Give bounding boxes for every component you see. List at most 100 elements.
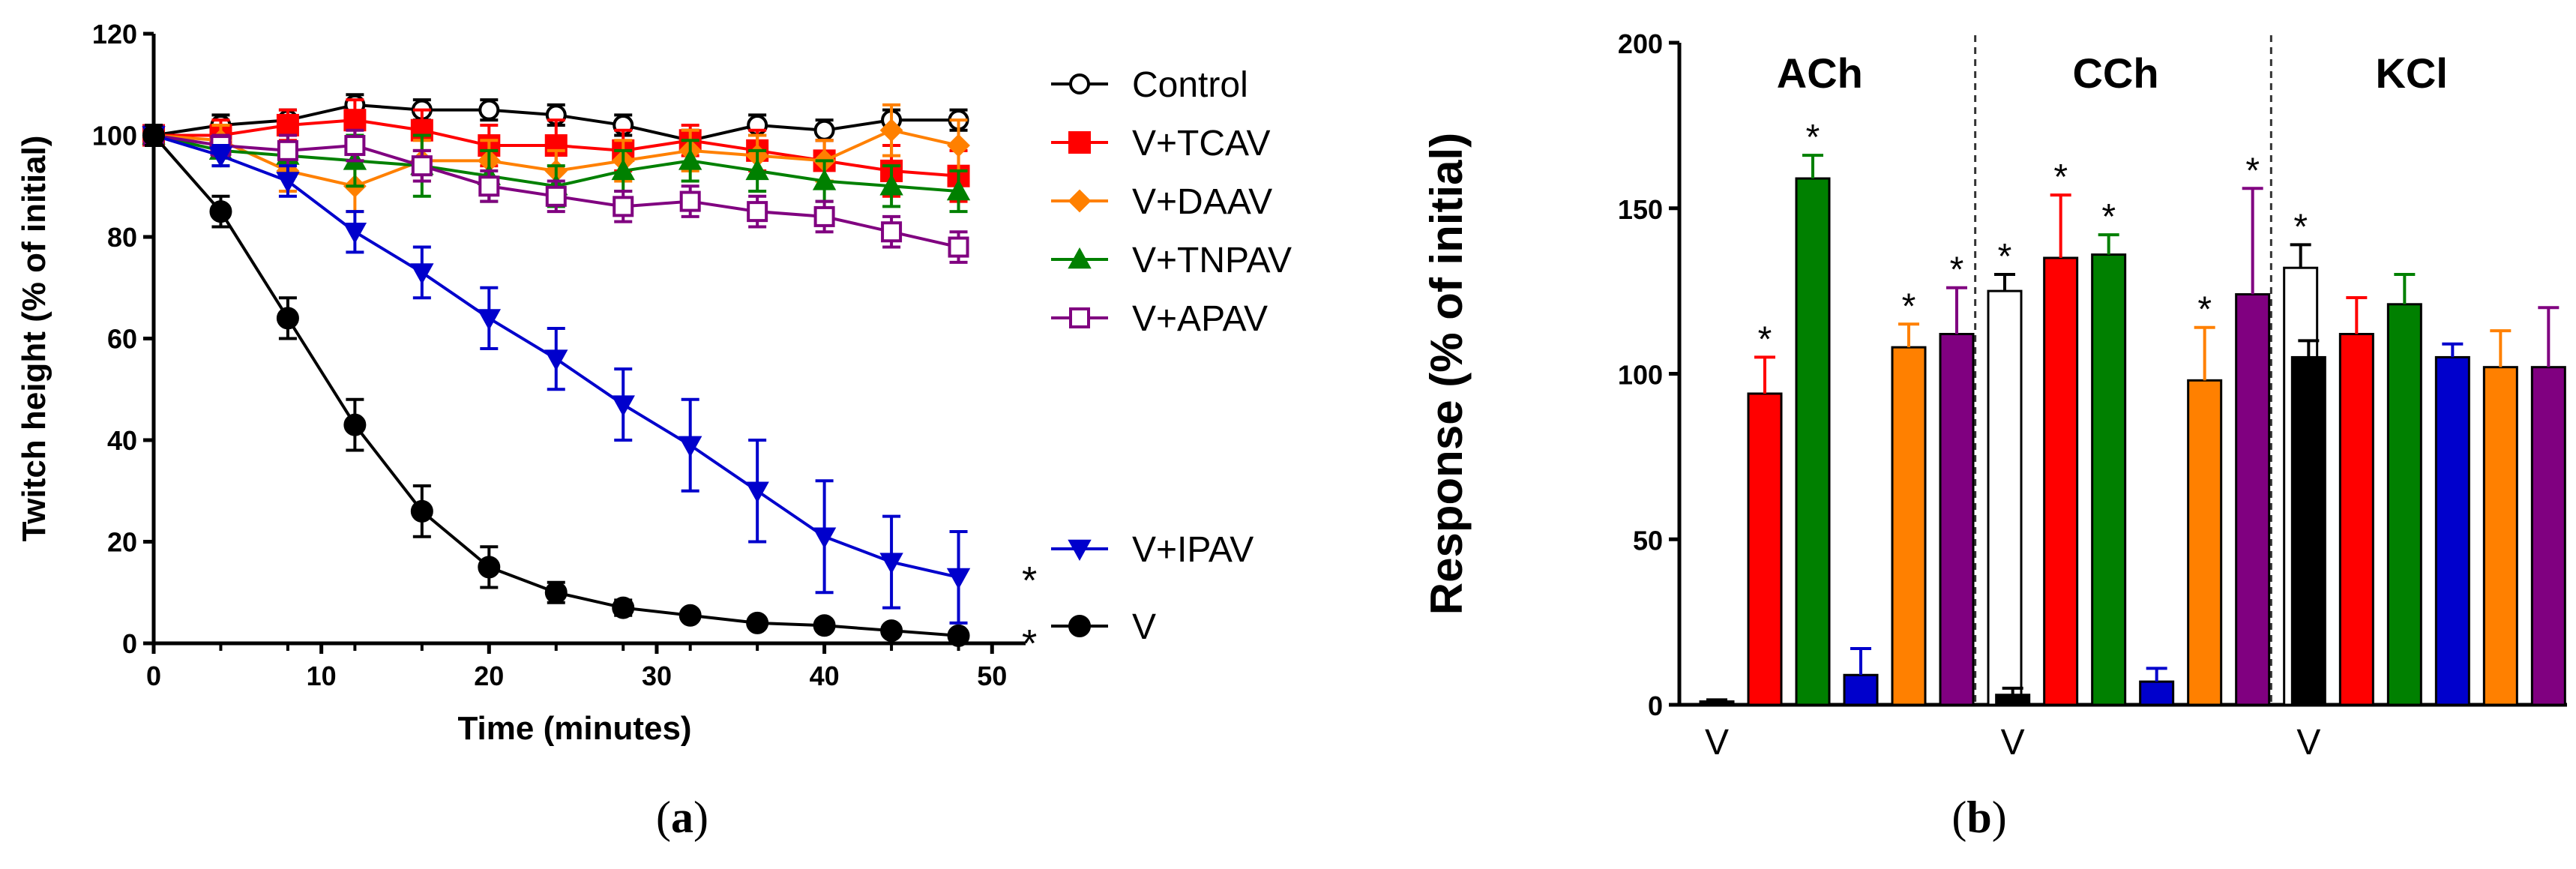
data-point <box>946 568 971 589</box>
data-point <box>208 146 233 168</box>
significance-star: * <box>1950 250 1964 290</box>
data-point <box>343 413 367 436</box>
data-point <box>813 614 836 637</box>
panel-a-close: ) <box>693 793 708 842</box>
significance-star: * <box>1758 319 1772 359</box>
data-point <box>946 178 971 201</box>
significance-star: * <box>1806 118 1820 157</box>
bar-v-ipav <box>1843 673 1879 706</box>
group-x-label: V <box>2001 723 2025 763</box>
data-point <box>276 307 299 330</box>
bar-v <box>1995 694 2031 706</box>
significance-star: * <box>2053 157 2068 197</box>
bar-v-tcav <box>2043 256 2079 706</box>
data-point <box>879 118 903 142</box>
panel-b-caption: (b) <box>1951 793 2006 842</box>
significance-star: * <box>1902 286 1916 326</box>
legend-marker <box>1068 131 1091 154</box>
chart-a-x-tick-label: 20 <box>474 661 504 691</box>
chart-a-axes: 0 20 40 60 80 100 120 0 10 20 30 40 50 <box>92 19 1026 691</box>
bar-group-cch: * * * * * <box>1995 151 2319 706</box>
legend-item-v-tnpav: V+TNPAV <box>1051 241 1292 280</box>
data-point <box>947 133 970 157</box>
chart-b-y-tick-label: 150 <box>1618 194 1663 225</box>
chart-b-y-tick-label: 100 <box>1618 360 1663 391</box>
chart-b-y-tick-label: 50 <box>1633 525 1663 556</box>
series-v-apav <box>143 123 969 264</box>
legend-label: V+APAV <box>1132 299 1268 339</box>
legend-item-control: Control <box>1051 65 1248 105</box>
chart-b-y-tick-label: 0 <box>1648 691 1663 721</box>
group-label-cch: CCh <box>2072 49 2158 97</box>
data-point <box>813 119 835 141</box>
data-point <box>142 124 165 147</box>
chart-a-y-tick-label: 100 <box>92 121 137 151</box>
bar-v-apav <box>2235 293 2271 706</box>
legend-label: V+IPAV <box>1132 530 1254 570</box>
legend-label: V <box>1132 607 1156 647</box>
bar-control <box>1987 289 2023 706</box>
legend-marker <box>1069 307 1090 328</box>
data-point <box>746 611 769 634</box>
legend-label: Control <box>1132 65 1248 105</box>
data-point <box>477 309 502 331</box>
significance-star: * <box>1998 237 2012 277</box>
significance-star: * <box>2101 197 2116 237</box>
chart-b: 0 50 100 150 200 ACh V CCh V KCl V * * * * * * * * * * Resp… <box>1421 28 2567 763</box>
legend-marker <box>1068 615 1091 637</box>
significance-star: * <box>1022 559 1037 603</box>
legend-label: V+TCAV <box>1132 124 1271 163</box>
data-point <box>209 200 232 223</box>
legend-item-v-ipav: V+IPAV <box>1051 530 1254 570</box>
bar-v-apav <box>2530 366 2566 706</box>
legend-marker <box>1068 247 1092 269</box>
data-point <box>478 99 500 121</box>
chart-a-x-tick-label: 10 <box>307 661 337 691</box>
data-point <box>411 155 433 177</box>
chart-a-y-tick-label: 40 <box>107 425 137 456</box>
data-point <box>544 581 568 604</box>
data-point <box>277 139 298 161</box>
legend-label: V+DAAV <box>1132 182 1272 222</box>
data-point <box>478 556 501 579</box>
data-point <box>678 436 702 457</box>
panel-b-close: ) <box>1992 793 2007 842</box>
bar-v-ipav <box>2139 680 2175 706</box>
panel-b-open: ( <box>1951 793 1966 842</box>
data-point <box>544 349 568 371</box>
data-point <box>545 185 567 207</box>
data-point <box>410 263 434 285</box>
legend-label: V+TNPAV <box>1132 241 1292 280</box>
group-label-ach: ACh <box>1777 49 1863 97</box>
data-point <box>812 527 837 549</box>
chart-a-x-tick-label: 30 <box>642 661 672 691</box>
data-point <box>410 499 433 523</box>
data-point <box>678 148 702 170</box>
chart-a-x-tick-label: 40 <box>810 661 840 691</box>
chart-b-bars: * * * * * * * * * * <box>1699 118 2566 706</box>
legend-item-v: V <box>1051 607 1156 647</box>
significance-star: * <box>2293 207 2308 247</box>
bar-group-kcl <box>2290 273 2566 706</box>
chart-a-series <box>142 93 971 647</box>
chart-a-x-tick-label: 0 <box>146 661 161 691</box>
group-x-label: V <box>1705 723 1729 763</box>
chart-a-x-tick-label: 50 <box>977 661 1007 691</box>
data-point <box>745 158 769 181</box>
data-point <box>879 553 903 574</box>
group-x-label: V <box>2296 723 2320 763</box>
bar-v <box>1699 700 1735 706</box>
significance-star: * <box>1022 622 1037 666</box>
bar-v-apav <box>1939 333 1975 706</box>
bar-v-ipav <box>2434 355 2470 706</box>
data-point <box>947 624 970 647</box>
data-point <box>343 109 367 132</box>
bar-v-daav <box>2187 379 2223 706</box>
legend-item-v-daav: V+DAAV <box>1051 182 1272 222</box>
data-point <box>881 221 903 243</box>
series-v-ipav <box>142 123 971 625</box>
data-point <box>276 113 299 136</box>
significance-star: * <box>2245 151 2260 190</box>
panel-a-open: ( <box>656 793 671 842</box>
